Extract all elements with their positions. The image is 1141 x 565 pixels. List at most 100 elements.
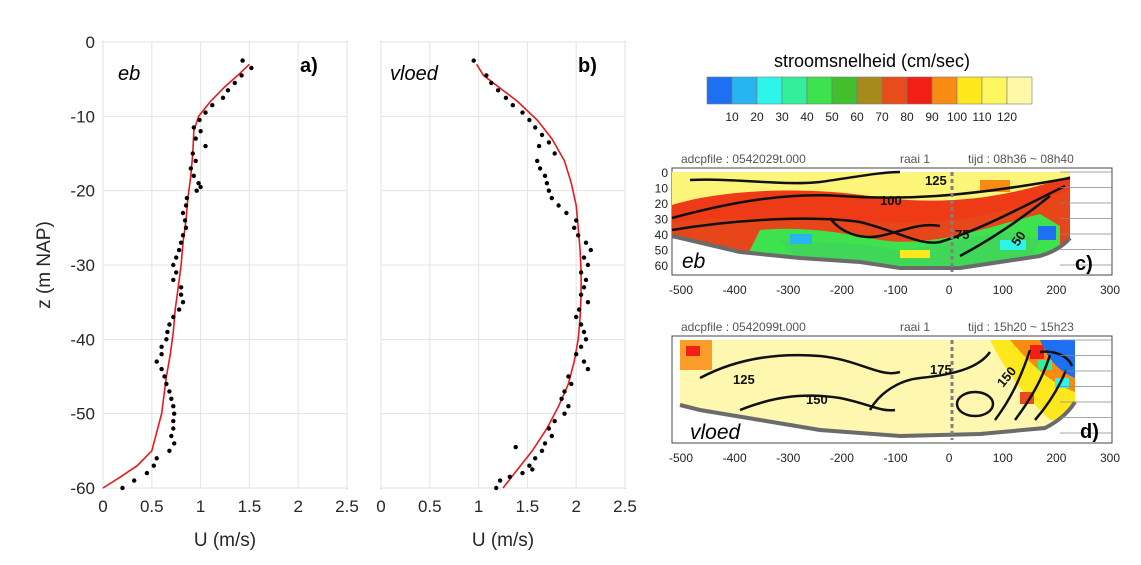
x-axis-label-b: U (m/s) bbox=[472, 530, 534, 551]
y-tick-label: 50 bbox=[655, 244, 669, 258]
data-point bbox=[578, 322, 584, 327]
data-point bbox=[171, 262, 176, 268]
data-point bbox=[530, 467, 535, 472]
data-point bbox=[471, 58, 476, 63]
data-point bbox=[574, 352, 579, 357]
data-point bbox=[172, 411, 177, 416]
data-point bbox=[583, 277, 589, 283]
annotation-vloed-b: vloed bbox=[390, 63, 439, 85]
panel-label-c: c) bbox=[1075, 253, 1093, 275]
y-tick-label: 0 bbox=[661, 166, 668, 180]
colorbar-label: 60 bbox=[850, 110, 864, 124]
colorbar-swatch bbox=[706, 76, 733, 105]
data-point bbox=[507, 474, 512, 479]
data-point bbox=[132, 478, 137, 483]
data-point bbox=[572, 225, 577, 230]
y-tick-label: 40 bbox=[655, 228, 669, 242]
data-point bbox=[176, 247, 182, 253]
data-point bbox=[176, 307, 182, 312]
data-point bbox=[232, 80, 237, 86]
data-point bbox=[581, 329, 587, 335]
colorbar-label: 20 bbox=[750, 110, 764, 124]
x-tick-label: 2 bbox=[571, 497, 580, 516]
colorbar-swatch bbox=[806, 76, 833, 105]
transect-panel-d: adcpfile : 0542099t.000 raai 1 tijd : 15… bbox=[669, 320, 1120, 465]
data-point bbox=[184, 195, 190, 201]
data-point bbox=[171, 418, 176, 424]
data-point bbox=[510, 103, 515, 108]
data-point bbox=[193, 158, 198, 164]
data-point bbox=[154, 359, 159, 364]
panel-label-a: a) bbox=[300, 55, 318, 77]
data-point bbox=[546, 188, 552, 193]
colorbar-label: 50 bbox=[825, 110, 839, 124]
data-point bbox=[552, 151, 557, 156]
data-point bbox=[539, 132, 545, 138]
header-time-c: tijd : 08h36 ~ 08h40 bbox=[968, 152, 1074, 166]
profile-panel-b: 0 0.5 1 1.5 2 2.5 vloed b) U (m/s) bbox=[370, 10, 640, 551]
data-point bbox=[180, 233, 186, 238]
y-tick-label: 0 bbox=[86, 33, 95, 52]
x-tick-label: 300 bbox=[1100, 451, 1120, 465]
colorbar-swatch bbox=[931, 76, 958, 105]
data-point bbox=[546, 426, 552, 431]
data-point bbox=[183, 203, 189, 208]
panel-label-b: b) bbox=[578, 55, 597, 77]
gridlines-b bbox=[380, 41, 626, 489]
data-points-a bbox=[120, 58, 254, 491]
data-point bbox=[191, 125, 196, 130]
colorbar-swatches bbox=[706, 76, 1033, 105]
data-point bbox=[225, 88, 231, 93]
data-point bbox=[240, 58, 245, 63]
data-point bbox=[533, 125, 538, 130]
data-point bbox=[566, 374, 571, 379]
data-point bbox=[159, 344, 164, 349]
x-tick-label: -400 bbox=[723, 451, 747, 465]
data-point bbox=[503, 95, 509, 101]
data-points-b bbox=[471, 58, 593, 491]
contour-label-c-1: 125 bbox=[925, 173, 947, 188]
data-point bbox=[585, 262, 591, 268]
data-point bbox=[167, 448, 172, 453]
data-point bbox=[556, 203, 561, 208]
x-tick-label: 0 bbox=[946, 451, 953, 465]
colorbar-label: 100 bbox=[947, 110, 967, 124]
data-point bbox=[178, 285, 184, 290]
data-point bbox=[588, 247, 593, 253]
x-tick-label: 1 bbox=[196, 497, 205, 516]
contour-label-c-4: 50 bbox=[1008, 228, 1029, 248]
data-point bbox=[544, 181, 550, 186]
data-point bbox=[562, 389, 567, 394]
data-point bbox=[167, 322, 172, 327]
data-point bbox=[203, 110, 208, 115]
data-point bbox=[569, 381, 574, 387]
data-point bbox=[581, 285, 587, 290]
x-tick-label: 0.5 bbox=[418, 497, 442, 516]
contour-label-c-3: 75 bbox=[955, 227, 969, 242]
data-point bbox=[562, 411, 567, 416]
colorbar-label: 110 bbox=[972, 110, 991, 124]
header-file-d: adcpfile : 0542099t.000 bbox=[681, 320, 806, 334]
y-tick-label: -40 bbox=[70, 330, 95, 349]
x-axis-label-a: U (m/s) bbox=[194, 530, 256, 551]
x-tick-label: -500 bbox=[669, 283, 693, 297]
profile-panel-a: 0 -10 -20 -30 -40 -50 -60 0 0.5 1 1.5 2 2.5 eb a) U… bbox=[0, 0, 370, 565]
data-point bbox=[167, 389, 172, 394]
x-tick-label: 200 bbox=[1046, 283, 1066, 297]
data-point bbox=[159, 352, 164, 357]
data-point bbox=[188, 166, 193, 171]
data-point bbox=[495, 88, 501, 93]
x-tick-label: 1 bbox=[474, 497, 483, 516]
data-point bbox=[552, 418, 557, 424]
x-tick-label: 2.5 bbox=[335, 497, 359, 516]
data-point bbox=[165, 329, 170, 335]
annotation-vloed-d: vloed bbox=[690, 421, 742, 444]
data-point bbox=[182, 218, 188, 223]
fit-curve bbox=[475, 63, 582, 489]
gridlines-a bbox=[102, 41, 348, 489]
data-point bbox=[542, 173, 548, 178]
x-tick-label: 100 bbox=[993, 283, 1013, 297]
data-point bbox=[174, 270, 179, 275]
annotation-eb-c: eb bbox=[682, 250, 706, 273]
